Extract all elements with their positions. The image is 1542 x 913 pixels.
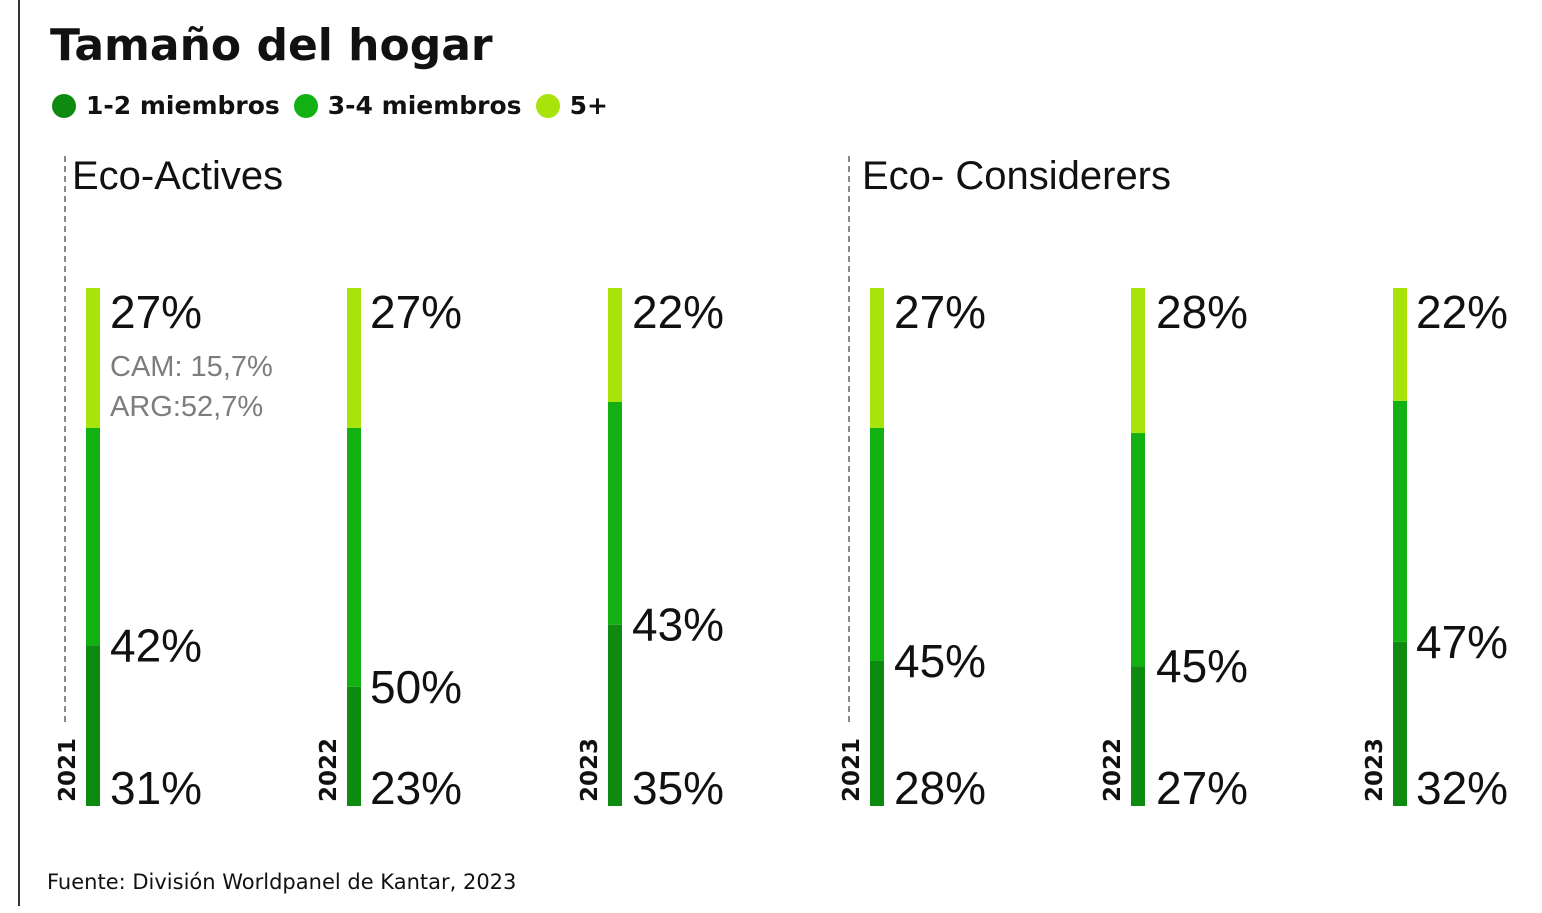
bar-segment-eco-actives-2021-1 bbox=[86, 427, 100, 646]
legend-label-5plus: 5+ bbox=[569, 91, 608, 120]
bar-segment-eco-considerers-2021-2 bbox=[870, 288, 884, 428]
legend-item-3-4: 3-4 miembros bbox=[293, 91, 522, 120]
group-divider-eco-considerers bbox=[848, 156, 850, 722]
year-label-2021: 2021 bbox=[55, 738, 81, 802]
bar-segment-eco-considerers-2022-2 bbox=[1131, 288, 1145, 434]
bar-label-2023-2: 22% bbox=[632, 286, 724, 338]
bar-segment-eco-actives-2022-2 bbox=[347, 288, 361, 428]
bar-segment-eco-considerers-2021-1 bbox=[870, 427, 884, 661]
year-label-2021: 2021 bbox=[839, 738, 865, 802]
bar-segment-eco-actives-2021-0 bbox=[86, 645, 100, 806]
bar-label-2022-0: 27% bbox=[1156, 762, 1248, 814]
year-label-2022: 2022 bbox=[316, 738, 342, 802]
left-border-rule bbox=[18, 0, 20, 906]
year-label-2023: 2023 bbox=[577, 738, 603, 802]
bar-segment-eco-actives-2023-0 bbox=[608, 624, 622, 806]
annotation-arg: ARG:52,7% bbox=[110, 391, 264, 423]
bar-label-2022-0: 23% bbox=[370, 762, 462, 814]
year-label-2023: 2023 bbox=[1362, 738, 1388, 802]
legend-item-1-2: 1-2 miembros bbox=[52, 91, 280, 120]
legend-item-5plus: 5+ bbox=[535, 91, 608, 120]
bar-segment-eco-actives-2022-0 bbox=[347, 686, 361, 806]
group-title-eco-considerers: Eco- Considerers bbox=[862, 154, 1172, 198]
bar-label-2022-1: 45% bbox=[1156, 640, 1248, 692]
legend-dot-1-2 bbox=[52, 93, 76, 118]
bar-segment-eco-considerers-2022-1 bbox=[1131, 433, 1145, 667]
bar-label-2023-1: 47% bbox=[1416, 616, 1508, 668]
bar-label-2023-0: 32% bbox=[1416, 762, 1508, 814]
bar-label-2021-2: 27% bbox=[894, 286, 986, 338]
bar-label-2022-1: 50% bbox=[370, 661, 462, 713]
annotation-text: CAM: 15,7% ARG:52,7% bbox=[110, 347, 273, 427]
bar-label-2022-2: 27% bbox=[370, 286, 462, 338]
bar-segment-eco-considerers-2023-0 bbox=[1393, 641, 1407, 806]
legend: 1-2 miembros 3-4 miembros 5+ bbox=[52, 91, 622, 120]
bar-label-2023-0: 35% bbox=[632, 762, 724, 814]
group-divider-eco-actives bbox=[64, 156, 66, 722]
chart-title: Tamaño del hogar bbox=[50, 20, 493, 71]
year-label-2022: 2022 bbox=[1100, 738, 1126, 802]
bar-segment-eco-actives-2021-2 bbox=[86, 288, 100, 428]
bar-label-2023-1: 43% bbox=[632, 599, 724, 651]
bar-segment-eco-considerers-2021-0 bbox=[870, 660, 884, 806]
bar-segment-eco-considerers-2023-2 bbox=[1393, 288, 1407, 401]
bar-label-2021-2: 27% bbox=[110, 286, 202, 338]
group-title-eco-actives: Eco-Actives bbox=[72, 154, 284, 198]
bar-segment-eco-considerers-2022-0 bbox=[1131, 666, 1145, 806]
bar-segment-eco-actives-2023-2 bbox=[608, 288, 622, 402]
legend-dot-3-4 bbox=[293, 93, 318, 118]
annotation-cam: CAM: 15,7% bbox=[110, 351, 273, 383]
bar-segment-eco-considerers-2023-1 bbox=[1393, 400, 1407, 642]
legend-label-1-2: 1-2 miembros bbox=[86, 91, 280, 120]
bar-segment-eco-actives-2023-1 bbox=[608, 401, 622, 625]
bar-label-2021-1: 42% bbox=[110, 619, 202, 671]
bar-label-2022-2: 28% bbox=[1156, 286, 1248, 338]
bar-label-2021-0: 31% bbox=[110, 762, 202, 814]
source-note: Fuente: División Worldpanel de Kantar, 2… bbox=[47, 870, 517, 894]
legend-label-3-4: 3-4 miembros bbox=[327, 91, 522, 120]
legend-dot-5plus bbox=[535, 93, 560, 118]
bar-label-2021-0: 28% bbox=[894, 762, 986, 814]
bar-label-2021-1: 45% bbox=[894, 635, 986, 687]
bar-label-2023-2: 22% bbox=[1416, 286, 1508, 338]
bar-segment-eco-actives-2022-1 bbox=[347, 427, 361, 687]
